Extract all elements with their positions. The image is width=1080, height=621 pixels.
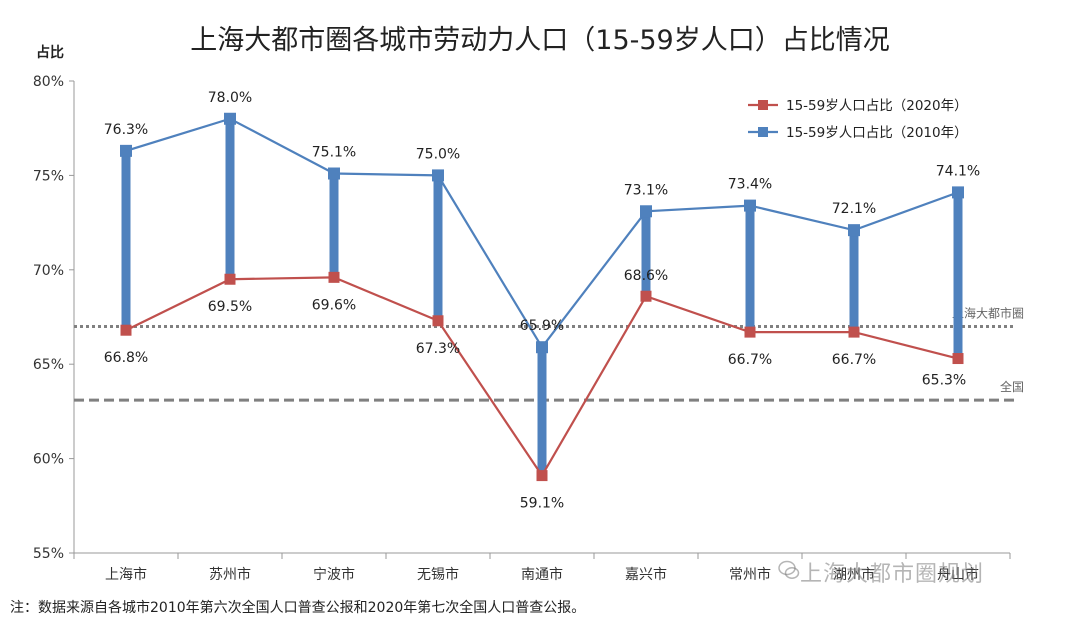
y-tick-label: 80%	[33, 74, 64, 90]
data-label-2020: 66.7%	[728, 352, 772, 368]
data-label-2010: 72.1%	[832, 201, 876, 217]
data-label-2020: 68.6%	[624, 268, 668, 284]
difference-bar	[225, 118, 235, 280]
x-tick-label: 舟山市	[937, 566, 979, 583]
difference-bar	[745, 205, 755, 333]
series-2020-marker	[952, 353, 964, 365]
difference-bar	[849, 230, 859, 333]
difference-bar	[433, 175, 443, 321]
series-2020-marker	[640, 290, 652, 302]
axes: 55% 60% 65% 70% 75% 80% 上海市 苏州市 宁波市 无锡市 南通市 嘉兴市 常州市 湖…	[33, 74, 1011, 583]
y-tick-label: 55%	[33, 546, 64, 562]
y-tick-label: 60%	[33, 452, 64, 468]
data-label-2020: 67.3%	[416, 341, 460, 357]
y-tick-label: 75%	[33, 168, 64, 184]
watermark: 上海大都市圈规划	[800, 562, 985, 587]
data-label-2010: 75.0%	[416, 146, 460, 162]
y-tick-label: 65%	[33, 357, 64, 373]
difference-bar	[641, 211, 651, 297]
data-label-2020: 65.3%	[922, 373, 966, 389]
y-axis-label: 占比	[36, 45, 64, 61]
series-2020-marker	[224, 273, 236, 285]
series-2020-marker	[536, 470, 548, 482]
data-label-2010: 76.3%	[104, 122, 148, 138]
legend-label: 15-59岁人口占比（2020年）	[786, 98, 968, 114]
data-label-2010: 78.0%	[208, 90, 252, 106]
x-tick-label: 嘉兴市	[625, 566, 667, 583]
difference-bar	[953, 192, 963, 359]
data-label-2010: 75.1%	[312, 145, 356, 161]
difference-bar	[121, 150, 131, 331]
wechat-icon	[778, 560, 800, 579]
reference-line-label: 全国	[1000, 379, 1024, 394]
series-lines	[120, 112, 964, 482]
difference-bar	[537, 347, 547, 476]
y-tick-label: 70%	[33, 263, 64, 279]
chart-title: 上海大都市圈各城市劳动力人口（15-59岁人口）占比情况	[190, 25, 890, 56]
data-label-2020: 69.5%	[208, 299, 252, 315]
legend: 15-59岁人口占比（2020年） 15-59岁人口占比（2010年）	[748, 98, 968, 141]
difference-bars	[121, 118, 963, 476]
series-2010-marker	[640, 205, 652, 218]
series-2020-marker	[848, 326, 860, 338]
series-2010-marker	[744, 199, 756, 212]
footnote: 注：数据来源自各城市2010年第六次全国人口普查公报和2020年第七次全国人口普…	[10, 600, 586, 616]
difference-bar	[329, 173, 339, 278]
legend-marker	[758, 127, 768, 137]
data-label-2020: 59.1%	[520, 496, 564, 512]
data-label-2020: 66.8%	[104, 350, 148, 366]
data-label-2010: 73.4%	[728, 177, 772, 193]
series-2020-marker	[120, 324, 132, 336]
data-label-2010: 73.1%	[624, 182, 668, 198]
x-tick-label: 南通市	[521, 566, 563, 583]
x-tick-label: 无锡市	[417, 566, 459, 583]
x-tick-label: 苏州市	[209, 566, 251, 583]
series-2010-marker	[952, 186, 964, 199]
series-2010-marker	[328, 167, 340, 180]
x-tick-label: 宁波市	[313, 566, 355, 583]
reference-line-label: 上海大都市圈	[952, 305, 1024, 320]
series-2010-marker	[848, 224, 860, 237]
series-2010-marker	[224, 112, 236, 125]
data-label-2010: 65.9%	[520, 318, 564, 334]
data-label-2020: 69.6%	[312, 297, 356, 313]
series-2010-marker	[432, 169, 444, 182]
data-label-2010: 74.1%	[936, 163, 980, 179]
data-labels: 76.3% 78.0% 75.1% 75.0% 65.9% 73.1% 73.4% 72.1%…	[104, 90, 980, 512]
legend-marker	[758, 100, 768, 110]
data-label-2020: 66.7%	[832, 352, 876, 368]
series-2020-marker	[744, 326, 756, 338]
series-2020-marker	[328, 271, 340, 283]
x-tick-label: 上海市	[105, 566, 147, 583]
x-tick-label: 湖州市	[833, 566, 875, 583]
series-2010-marker	[120, 144, 132, 157]
x-tick-label: 常州市	[729, 566, 771, 583]
legend-label: 15-59岁人口占比（2010年）	[786, 125, 968, 141]
series-2020-marker	[432, 315, 444, 327]
series-2010-marker	[536, 341, 548, 354]
